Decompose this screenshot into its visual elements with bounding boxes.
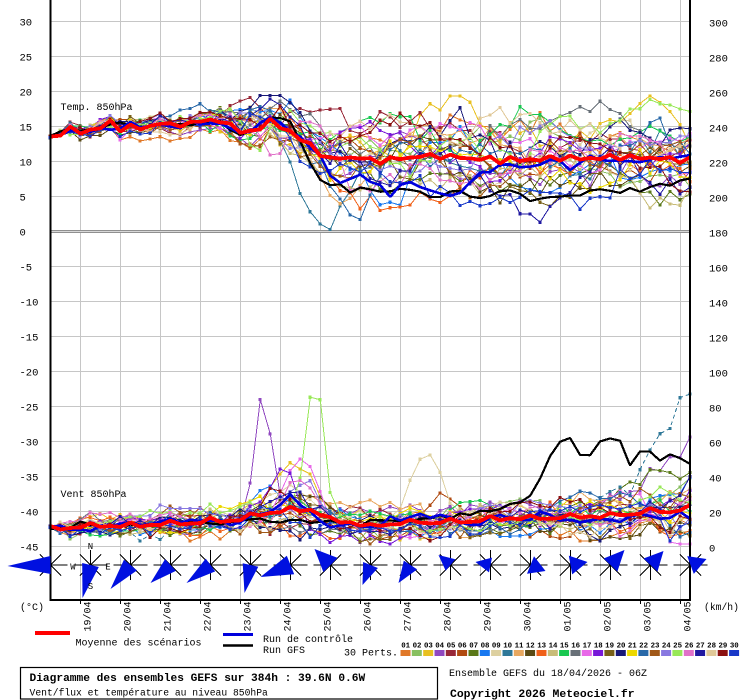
svg-text:20/04: 20/04 [123,601,135,631]
svg-text:17: 17 [583,643,592,651]
svg-text:200: 200 [709,194,728,206]
svg-text:24: 24 [662,643,671,651]
svg-text:16: 16 [571,643,580,651]
svg-text:5: 5 [20,192,26,204]
svg-text:-10: -10 [20,297,39,309]
svg-text:-45: -45 [20,542,39,554]
svg-text:28/04: 28/04 [443,601,455,631]
svg-text:23/04: 23/04 [243,601,255,631]
svg-text:19: 19 [605,643,614,651]
svg-text:280: 280 [709,54,728,66]
svg-text:14: 14 [549,643,558,651]
svg-text:21/04: 21/04 [163,601,175,631]
svg-text:0: 0 [20,227,26,239]
svg-text:Ensemble GEFS du 18/04/2026 -: Ensemble GEFS du 18/04/2026 - 06Z [449,668,647,680]
svg-text:N: N [88,542,93,552]
svg-text:10: 10 [20,157,33,169]
svg-text:Run GFS: Run GFS [263,646,305,657]
svg-text:-35: -35 [20,472,39,484]
svg-text:02: 02 [413,643,422,651]
svg-text:29: 29 [718,643,727,651]
svg-text:240: 240 [709,124,728,136]
svg-text:30: 30 [20,17,33,29]
svg-text:40: 40 [709,474,722,486]
svg-text:20: 20 [617,643,626,651]
svg-text:-5: -5 [20,262,33,274]
svg-text:28: 28 [707,643,716,651]
svg-text:20: 20 [709,509,722,521]
svg-text:01/05: 01/05 [563,601,575,631]
svg-text:300: 300 [709,19,728,31]
svg-text:13: 13 [537,643,546,651]
svg-text:15: 15 [20,122,33,134]
svg-text:24/04: 24/04 [283,601,295,631]
svg-text:02/05: 02/05 [603,601,615,631]
svg-text:20: 20 [20,87,33,99]
svg-text:18: 18 [594,643,603,651]
svg-text:160: 160 [709,264,728,276]
svg-text:Temp. 850hPa: Temp. 850hPa [61,102,133,114]
svg-text:25: 25 [20,52,33,64]
svg-text:22: 22 [639,643,648,651]
svg-text:01: 01 [401,643,410,651]
svg-text:E: E [105,563,110,573]
svg-text:S: S [88,582,93,592]
svg-text:180: 180 [709,229,728,241]
svg-text:04/05: 04/05 [683,601,695,631]
svg-text:03: 03 [424,643,433,651]
svg-text:Diagramme des ensembles GEFS s: Diagramme des ensembles GEFS sur 384h : … [30,673,366,685]
svg-text:26: 26 [685,643,694,651]
svg-text:12: 12 [526,643,535,651]
svg-text:30/04: 30/04 [523,601,535,631]
svg-text:220: 220 [709,159,728,171]
svg-text:Copyright 2026 Meteociel.fr: Copyright 2026 Meteociel.fr [450,689,635,700]
svg-text:06: 06 [458,643,467,651]
svg-text:30 Perts.: 30 Perts. [344,649,398,660]
svg-text:09: 09 [492,643,501,651]
svg-text:80: 80 [709,404,722,416]
svg-text:23: 23 [651,643,660,651]
svg-text:27/04: 27/04 [403,601,415,631]
svg-text:30: 30 [730,643,739,651]
svg-text:07: 07 [469,643,478,651]
svg-text:120: 120 [709,334,728,346]
svg-text:Vent/flux et température au ni: Vent/flux et température au niveau 850hP… [30,688,269,699]
svg-text:0: 0 [709,544,715,556]
svg-text:21: 21 [628,643,637,651]
svg-text:05: 05 [447,643,456,651]
svg-text:Run de contrôle: Run de contrôle [263,634,353,646]
svg-text:-15: -15 [20,332,39,344]
svg-text:Vent 850hPa: Vent 850hPa [61,489,127,501]
svg-text:03/05: 03/05 [643,601,655,631]
svg-text:27: 27 [696,643,705,651]
svg-text:11: 11 [515,643,524,651]
svg-text:100: 100 [709,369,728,381]
svg-text:-25: -25 [20,402,39,414]
svg-text:08: 08 [481,643,490,651]
svg-text:Moyenne des scénarios: Moyenne des scénarios [76,638,202,650]
svg-text:25: 25 [673,643,682,651]
svg-text:29/04: 29/04 [483,601,495,631]
svg-text:26/04: 26/04 [363,601,375,631]
svg-text:10: 10 [503,643,512,651]
svg-text:19/04: 19/04 [83,601,95,631]
svg-text:260: 260 [709,89,728,101]
svg-text:140: 140 [709,299,728,311]
svg-text:15: 15 [560,643,569,651]
svg-text:(km/h): (km/h) [704,602,739,613]
svg-text:-40: -40 [20,507,39,519]
svg-text:60: 60 [709,439,722,451]
svg-text:(°C): (°C) [20,602,44,614]
svg-text:-20: -20 [20,367,39,379]
svg-text:-30: -30 [20,437,39,449]
svg-text:22/04: 22/04 [203,601,215,631]
svg-text:25/04: 25/04 [323,601,335,631]
svg-text:W: W [70,563,76,573]
svg-text:04: 04 [435,643,444,651]
